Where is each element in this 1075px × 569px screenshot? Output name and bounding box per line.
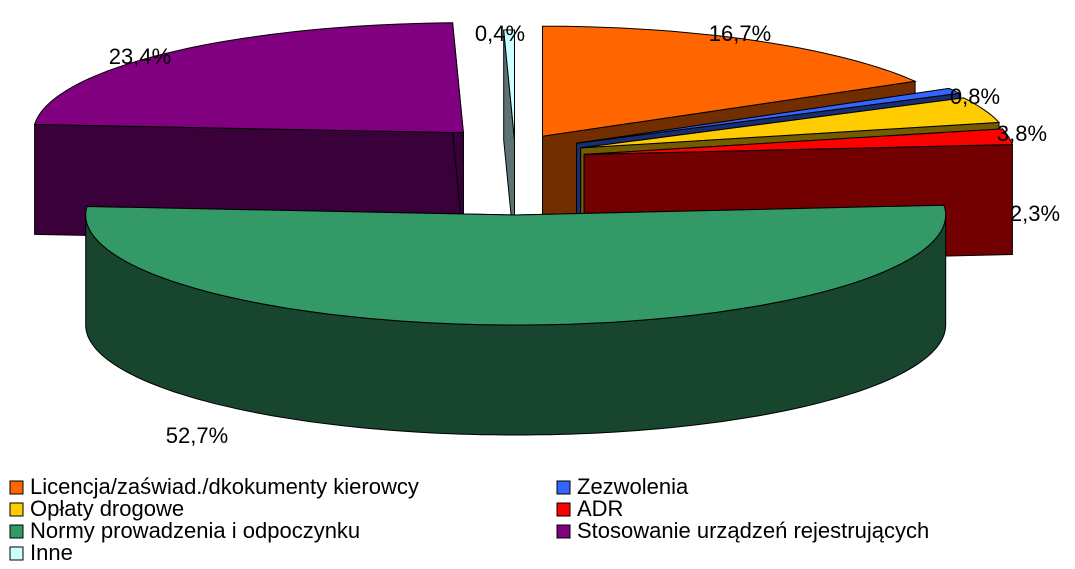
data-label: 0,8% <box>950 84 1000 109</box>
slice <box>503 29 515 141</box>
slice <box>580 97 1001 149</box>
legend-label: Stosowanie urządzeń rejestrujących <box>577 518 929 543</box>
data-label: 2,3% <box>1010 201 1060 226</box>
legend-swatch <box>556 502 571 517</box>
legend-swatch <box>9 502 24 517</box>
legend-label: Licencja/zaświad./dkokumenty kierowcy <box>30 474 419 499</box>
legend-swatch <box>9 546 24 561</box>
slice <box>542 25 917 137</box>
slice <box>584 128 1014 155</box>
data-label: 16,7% <box>709 21 771 46</box>
legend-label: Zezwolenia <box>577 474 689 499</box>
legend-label: ADR <box>577 496 623 521</box>
legend-swatch <box>9 480 24 495</box>
data-label: 0,4% <box>475 21 525 46</box>
legend-swatch <box>9 524 24 539</box>
data-label: 23,4% <box>109 44 171 69</box>
data-label: 3,8% <box>997 121 1047 146</box>
legend-label: Inne <box>30 540 73 565</box>
legend-label: Normy prowadzenia i odpoczynku <box>30 518 360 543</box>
legend-swatch <box>556 524 571 539</box>
legend-label: Opłaty drogowe <box>30 496 184 521</box>
legend-swatch <box>556 480 571 495</box>
slice <box>85 204 947 326</box>
slice <box>576 87 962 144</box>
slice <box>33 22 464 134</box>
data-label: 52,7% <box>166 423 228 448</box>
